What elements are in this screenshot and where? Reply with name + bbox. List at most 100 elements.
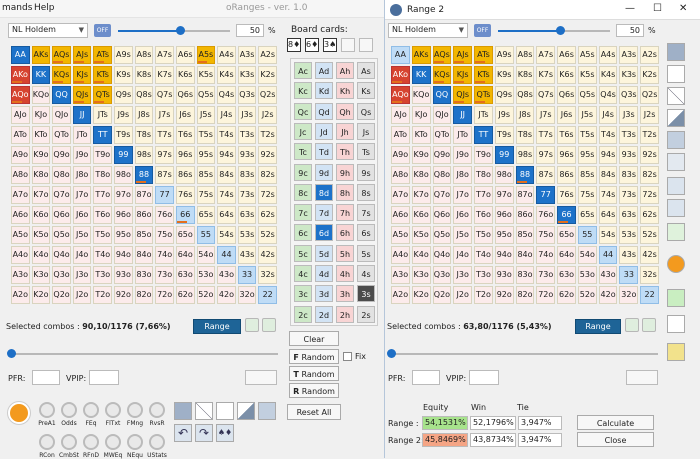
range2-hand-cell[interactable]: QJo (432, 106, 452, 124)
redo-icon[interactable]: ↷ (195, 424, 213, 442)
hand-cell[interactable]: 86s (175, 166, 195, 184)
range2-hand-cell[interactable]: J3o (453, 266, 473, 284)
range2-hand-cell[interactable]: K8o (411, 166, 431, 184)
hand-cell[interactable]: K5o (31, 226, 51, 244)
range2-hand-cell[interactable]: 94s (598, 146, 618, 164)
hand-cell[interactable]: 65o (175, 226, 195, 244)
range2-percent-slider-thumb[interactable] (556, 26, 565, 35)
triangle-tool-icon[interactable] (667, 109, 685, 127)
hand-cell[interactable]: ATs (93, 46, 113, 64)
hand-cell[interactable]: 74s (217, 186, 236, 204)
stat-fmng-button[interactable]: FMng (124, 402, 146, 427)
range2-off-toggle[interactable]: OFF (474, 24, 491, 37)
range2-hand-cell[interactable]: 87s (536, 166, 556, 184)
board-card-option[interactable]: 2s (357, 305, 375, 323)
hand-cell[interactable]: A8o (11, 166, 30, 184)
board-card-option[interactable]: 4c (294, 265, 312, 282)
diagonal-tool-icon[interactable] (667, 87, 685, 105)
hand-cell[interactable]: J9o (72, 146, 92, 164)
hand-cell[interactable]: JJ (72, 106, 92, 124)
hand-cell[interactable]: JTs (93, 106, 113, 124)
hand-cell[interactable]: 95o (114, 226, 133, 244)
range2-hand-cell[interactable]: 93s (619, 146, 639, 164)
range2-hand-cell[interactable]: AA (391, 46, 410, 64)
range2-hand-cell[interactable]: J5o (453, 226, 473, 244)
hand-cell[interactable]: 44 (217, 246, 236, 264)
range2-hand-cell[interactable]: A6s (557, 46, 576, 64)
board-card-option[interactable]: Ks (357, 82, 375, 100)
range2-hand-cell[interactable]: 75s (577, 186, 597, 204)
hand-cell[interactable]: A6s (175, 46, 195, 64)
hand-cell[interactable]: Q3o (52, 266, 71, 284)
hand-cell[interactable]: 66 (175, 206, 195, 224)
range2-hand-cell[interactable]: 43s (619, 246, 639, 264)
board-card-option[interactable]: 8s (357, 183, 375, 201)
range2-hand-cell[interactable]: A3s (619, 46, 639, 64)
hand-cell[interactable]: K3o (31, 266, 51, 284)
range2-hand-cell[interactable]: T2o (474, 286, 493, 304)
range2-hand-cell[interactable]: T2s (640, 126, 659, 144)
hand-cell[interactable]: 82o (134, 286, 154, 304)
hand-cell[interactable]: 42o (217, 286, 236, 304)
hand-cell[interactable]: 75o (155, 226, 174, 244)
game-select[interactable]: NL Holdem ▼ (8, 23, 88, 38)
hand-cell[interactable]: 52o (196, 286, 216, 304)
range2-hand-cell[interactable]: K4s (598, 66, 618, 84)
hand-cell[interactable]: AA (11, 46, 30, 64)
range2-hand-cell[interactable]: AJo (391, 106, 410, 124)
range2-paste-icon[interactable] (642, 318, 656, 332)
hand-cell[interactable]: Q3s (237, 86, 257, 104)
hand-cell[interactable]: 83s (237, 166, 257, 184)
board-card-option[interactable]: Tc (294, 143, 312, 161)
range2-hand-cell[interactable]: K7s (536, 66, 556, 84)
range2-hand-cell[interactable]: JTs (474, 106, 493, 124)
range2-hand-cell[interactable]: KTo (411, 126, 431, 144)
hand-cell[interactable]: A5s (196, 46, 216, 64)
percent-slider-thumb[interactable] (176, 26, 185, 35)
hand-cell[interactable]: 65s (196, 206, 216, 224)
range2-hand-cell[interactable]: 44 (598, 246, 618, 264)
board-card-option[interactable]: 5c (294, 244, 312, 262)
range2-hand-cell[interactable]: 87o (515, 186, 535, 204)
hand-cell[interactable]: T3o (93, 266, 113, 284)
maximize-icon[interactable]: ☐ (653, 3, 662, 14)
range2-hand-cell[interactable]: T6o (474, 206, 493, 224)
board-card-option[interactable]: 7s (357, 204, 375, 222)
hand-cell[interactable]: 72o (155, 286, 174, 304)
range2-hand-cell[interactable]: 32o (619, 286, 639, 304)
range2-hand-cell[interactable]: Q2s (640, 86, 659, 104)
hand-cell[interactable]: 63s (237, 206, 257, 224)
range2-hand-cell[interactable]: A2o (391, 286, 410, 304)
range2-hand-cell[interactable]: 53s (619, 226, 639, 244)
range2-hand-cell[interactable]: 42s (640, 246, 659, 264)
hand-cell[interactable]: Q9o (52, 146, 71, 164)
hand-cell[interactable]: J6o (72, 206, 92, 224)
range2-hand-cell[interactable]: K6o (411, 206, 431, 224)
hand-cell[interactable]: T7s (155, 126, 174, 144)
hand-cell[interactable]: A7o (11, 186, 30, 204)
hand-cell[interactable]: K2o (31, 286, 51, 304)
hand-cell[interactable]: J7o (72, 186, 92, 204)
hand-cell[interactable]: QQ (52, 86, 71, 104)
range2-hand-cell[interactable]: K9o (411, 146, 431, 164)
range2-hand-cell[interactable]: KJs (453, 66, 473, 84)
range2-hand-cell[interactable]: Q9s (494, 86, 514, 104)
orange-icon[interactable] (667, 255, 685, 273)
hand-cell[interactable]: A8s (134, 46, 154, 64)
hand-cell[interactable]: 99 (114, 146, 133, 164)
range2-hand-cell[interactable]: K2o (411, 286, 431, 304)
hand-cell[interactable]: T6o (93, 206, 113, 224)
hand-cell[interactable]: T3s (237, 126, 257, 144)
range2-hand-cell[interactable]: 96o (494, 206, 514, 224)
range2-hand-cell[interactable]: QTo (432, 126, 452, 144)
hand-cell[interactable]: J4s (217, 106, 236, 124)
board-card-option[interactable]: Kh (336, 82, 354, 100)
range2-hand-cell[interactable]: T9o (474, 146, 493, 164)
square-tool-icon[interactable] (667, 131, 685, 149)
range2-hand-cell[interactable]: K8s (515, 66, 535, 84)
range2-hand-cell[interactable]: 52o (577, 286, 597, 304)
hand-cell[interactable]: A3s (237, 46, 257, 64)
hand-cell[interactable]: KQo (31, 86, 51, 104)
hand-cell[interactable]: AQs (52, 46, 71, 64)
range2-hand-cell[interactable]: KQo (411, 86, 431, 104)
